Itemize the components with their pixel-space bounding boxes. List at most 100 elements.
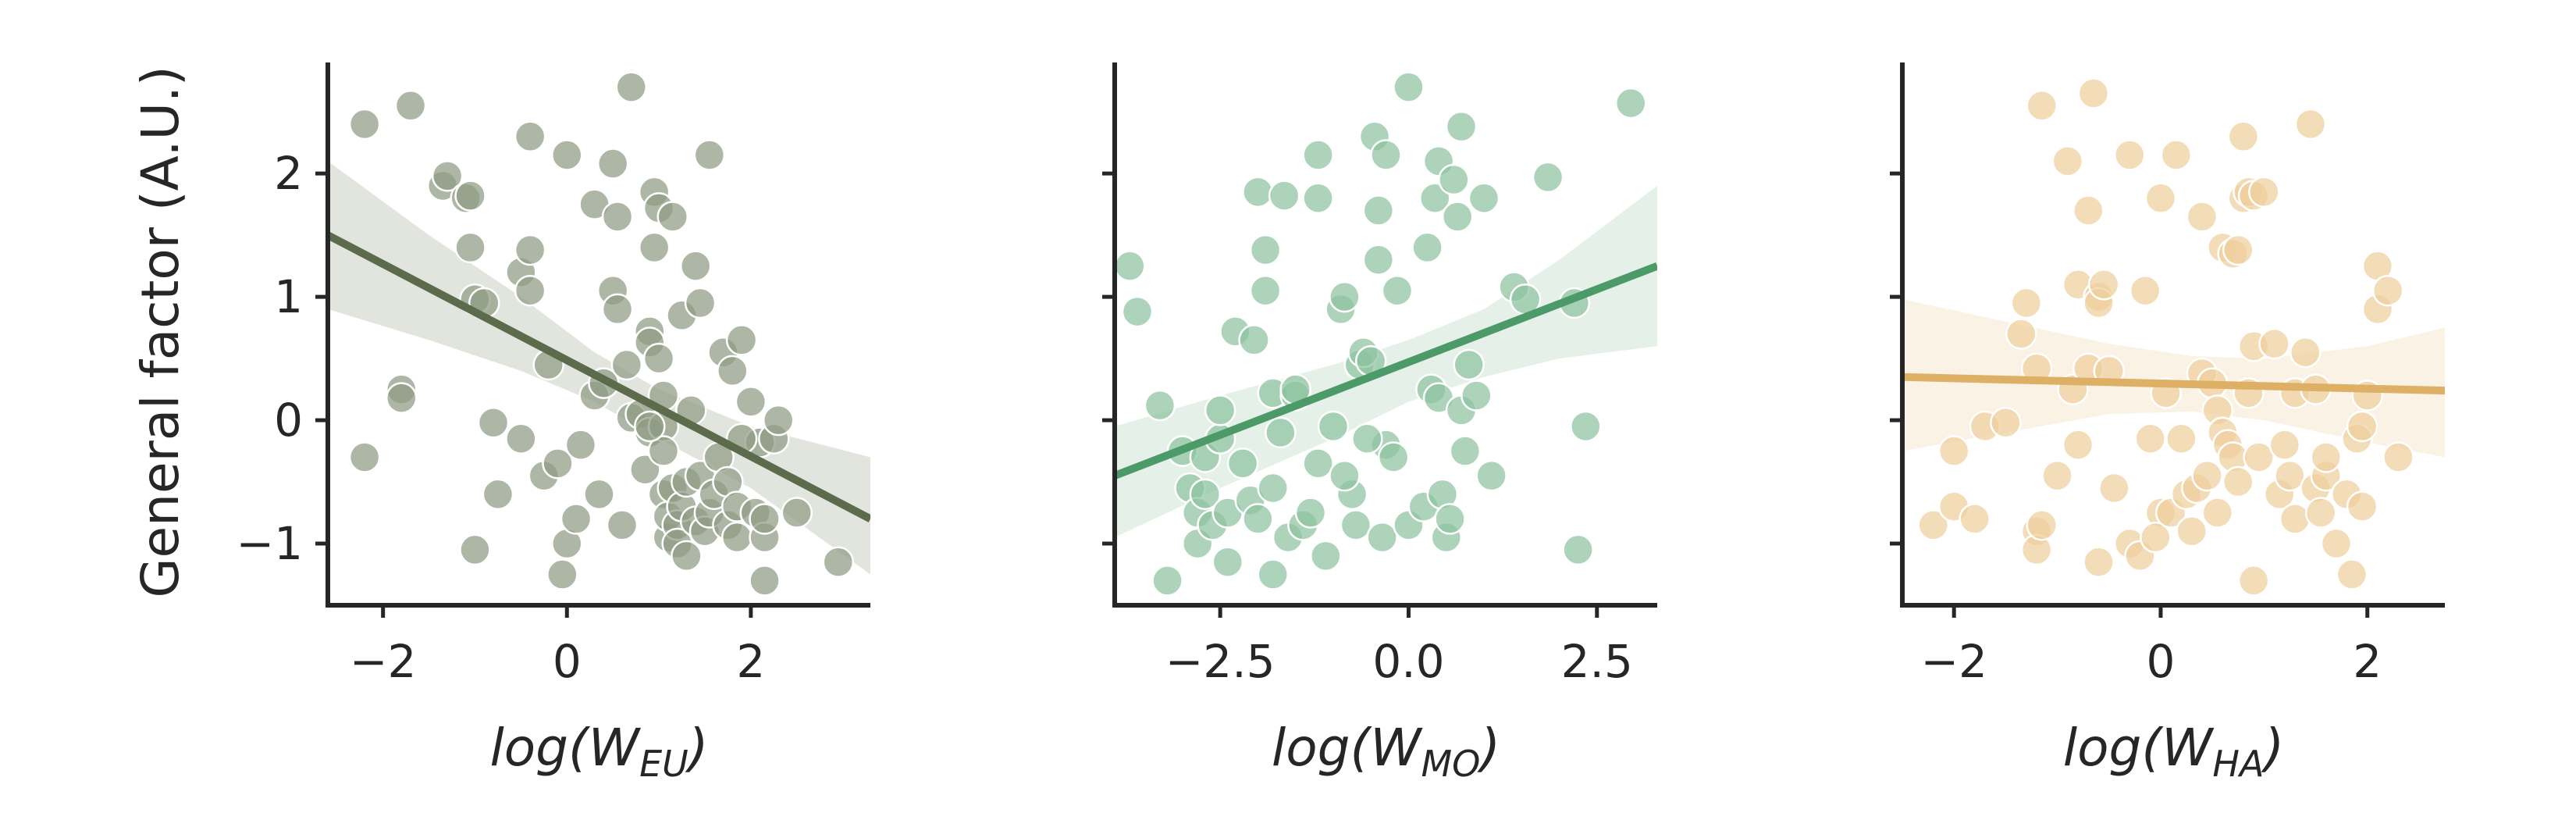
data-point — [1226, 447, 1259, 480]
data-point — [1329, 280, 1361, 313]
data-point — [2268, 429, 2301, 461]
data-point — [2160, 139, 2193, 171]
data-point — [1340, 509, 1372, 541]
data-point — [2243, 441, 2275, 473]
data-point — [2041, 459, 2073, 492]
data-point — [725, 324, 758, 356]
data-point — [514, 120, 546, 153]
x-axis-label: log(WHA) — [2063, 718, 2284, 785]
data-point — [2005, 318, 2037, 350]
data-point — [1351, 422, 1383, 455]
data-point — [459, 533, 491, 566]
data-point — [505, 422, 537, 455]
data-point — [2186, 201, 2218, 233]
data-point — [2371, 274, 2404, 307]
data-point — [656, 201, 688, 233]
data-point — [2062, 429, 2094, 461]
panels: −2 0 2 −1 0 1 2 log(WEU) −2.5 0.0 2.5 log(WMO) −2 0 2 l… — [237, 62, 2445, 785]
data-point — [749, 565, 781, 597]
data-point — [2087, 269, 2120, 301]
x-tick-label: 2.5 — [1561, 635, 1633, 688]
data-point — [2346, 410, 2379, 443]
data-point — [1461, 380, 1493, 412]
data-point — [546, 558, 578, 590]
data-point — [2083, 546, 2115, 578]
data-point — [1362, 244, 1395, 276]
data-point — [2165, 422, 2197, 455]
y-tick-label: 1 — [274, 270, 303, 323]
data-point — [1445, 110, 1478, 143]
data-point — [1393, 71, 1425, 103]
data-point — [454, 231, 486, 264]
data-point — [671, 540, 703, 572]
data-point — [1411, 231, 1443, 264]
data-point — [1238, 324, 1270, 356]
x-tick-label: 0 — [553, 635, 582, 688]
data-point — [2227, 120, 2260, 153]
data-point — [2222, 234, 2254, 266]
axes-spines — [1900, 62, 2445, 608]
data-point — [647, 435, 680, 467]
regression-line — [1902, 373, 2445, 395]
data-point — [564, 429, 597, 461]
x-tick-label: −2.5 — [1165, 635, 1276, 688]
data-point — [749, 503, 781, 535]
data-point — [781, 497, 813, 529]
x-tick-label: 2 — [2353, 635, 2382, 688]
data-point — [1438, 163, 1470, 196]
data-point — [1959, 503, 1991, 535]
data-point — [762, 404, 795, 437]
data-point — [2098, 472, 2130, 504]
y-tick-label: 0 — [274, 394, 303, 447]
data-point — [1242, 176, 1274, 209]
data-point — [1475, 459, 1507, 492]
panel-3: −2 0 2 log(WHA) — [1890, 62, 2445, 785]
data-point — [1115, 250, 1146, 282]
data-point — [1990, 406, 2022, 439]
data-point — [2222, 465, 2254, 498]
data-point — [1562, 533, 1594, 566]
data-point — [2077, 77, 2110, 109]
x-axis-label: log(WMO) — [1272, 718, 1500, 785]
data-point — [482, 478, 514, 511]
data-point — [1268, 180, 1300, 212]
data-point — [348, 441, 381, 473]
y-axis-label: General factor (A.U.) — [130, 66, 190, 597]
axes-spines — [1112, 62, 1657, 608]
data-point — [2010, 287, 2043, 319]
data-point — [720, 521, 753, 554]
data-point — [601, 201, 634, 233]
data-point — [1329, 459, 1361, 492]
data-point — [385, 382, 418, 414]
data-point — [2258, 327, 2290, 360]
data-point — [684, 287, 717, 319]
data-point — [1570, 410, 1602, 443]
data-point — [1614, 87, 1647, 119]
data-point — [615, 71, 647, 103]
data-point — [1204, 394, 1236, 426]
data-point — [2176, 515, 2208, 547]
data-point — [431, 160, 464, 192]
data-point — [1370, 139, 1402, 171]
data-point — [1302, 182, 1334, 214]
data-point — [1937, 435, 1970, 467]
data-point — [2073, 194, 2105, 226]
data-point — [1302, 447, 1334, 480]
data-point — [822, 546, 855, 578]
data-point — [1381, 274, 1414, 307]
plot-area — [1115, 71, 1657, 597]
data-point — [606, 509, 639, 541]
data-point — [2279, 503, 2311, 535]
data-point — [2140, 521, 2172, 554]
data-point — [1242, 503, 1274, 535]
data-point — [454, 180, 486, 212]
data-point — [477, 406, 510, 439]
regression-line — [1115, 262, 1657, 480]
data-point — [2051, 145, 2084, 177]
data-point — [394, 90, 427, 122]
data-point — [348, 108, 381, 141]
data-point — [610, 348, 643, 381]
data-point — [642, 342, 675, 375]
data-point — [1366, 521, 1398, 554]
